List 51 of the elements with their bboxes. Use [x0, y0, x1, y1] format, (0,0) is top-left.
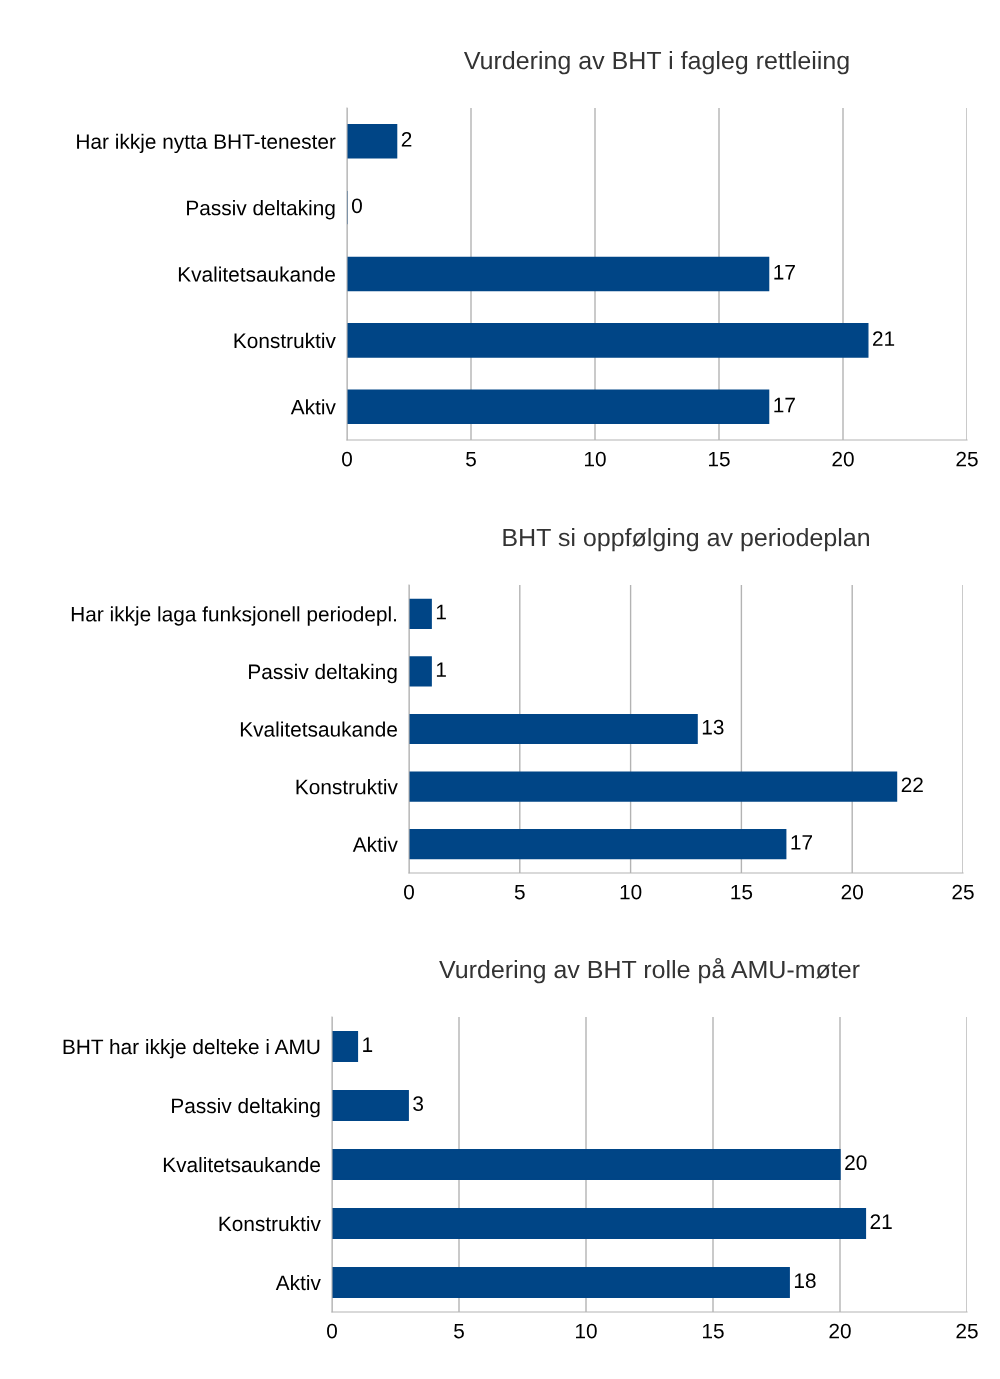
data-label: 1 — [363, 1037, 373, 1052]
data-label: 0 — [351, 198, 362, 214]
y-tick-label: Aktiv — [275, 1274, 321, 1291]
x-tick-label: 20 — [832, 451, 854, 467]
y-tick-label: Har ikkje nytta BHT-tenester — [77, 133, 336, 154]
data-label: 18 — [794, 1273, 816, 1289]
data-label: 17 — [791, 835, 813, 850]
x-tick-label: 25 — [956, 1323, 978, 1339]
x-tick-label: 10 — [585, 451, 606, 467]
data-label: 3 — [413, 1096, 424, 1112]
x-tick-label: 15 — [731, 884, 753, 900]
data-label: 20 — [845, 1155, 867, 1171]
y-tick-label: BHT har ikkje delteke i AMU — [63, 1038, 320, 1059]
x-tick-label: 15 — [703, 1323, 724, 1339]
y-tick-label: Konstruktiv — [234, 332, 336, 349]
x-tick-label: 25 — [956, 451, 978, 467]
data-label: 2 — [401, 132, 412, 147]
y-tick-label: Aktiv — [352, 836, 398, 852]
y-tick-label: Kvalitetsaukande — [163, 1156, 320, 1173]
x-tick-label: 20 — [829, 1323, 851, 1339]
x-tick-label: 10 — [576, 1323, 597, 1339]
y-tick-label: Konstruktiv — [219, 1215, 321, 1232]
data-label: 21 — [870, 1214, 892, 1229]
x-tick-label: 0 — [327, 1323, 337, 1339]
data-label: 21 — [873, 331, 895, 346]
y-tick-label: Kvalitetsaukande — [178, 266, 335, 282]
y-tick-label: Konstruktiv — [296, 779, 398, 795]
y-tick-label: Passiv deltaking — [249, 663, 397, 684]
x-tick-label: 10 — [620, 884, 642, 900]
chart-title: Vurdering av BHT i fagleg rettleiing — [463, 50, 849, 75]
x-tick-label: 20 — [841, 884, 863, 900]
y-tick-label: Aktiv — [290, 399, 336, 415]
x-tick-label: 5 — [466, 451, 476, 467]
x-tick-label: 0 — [404, 884, 414, 900]
x-tick-label: 25 — [952, 884, 974, 900]
y-tick-label: Passiv deltaking — [187, 200, 335, 220]
data-label: 17 — [774, 397, 795, 413]
data-label: 13 — [702, 719, 724, 735]
data-label: 1 — [436, 604, 446, 620]
chart-title: Vurdering av BHT rolle på AMU-møter — [439, 957, 860, 984]
x-tick-label: 15 — [709, 451, 730, 467]
x-tick-label: 5 — [454, 1323, 464, 1339]
data-label: 17 — [774, 265, 795, 280]
y-tick-label: Passiv deltaking — [172, 1097, 320, 1118]
chart-title: BHT si oppfølging av periodeplan — [503, 527, 869, 552]
y-tick-label: Kvalitetsaukande — [240, 721, 397, 737]
data-label: 1 — [436, 662, 446, 677]
x-tick-label: 5 — [514, 884, 525, 900]
data-label: 22 — [901, 777, 923, 792]
y-tick-label: Har ikkje laga funksjonell periodepl. — [71, 606, 397, 626]
x-tick-label: 0 — [342, 451, 352, 467]
